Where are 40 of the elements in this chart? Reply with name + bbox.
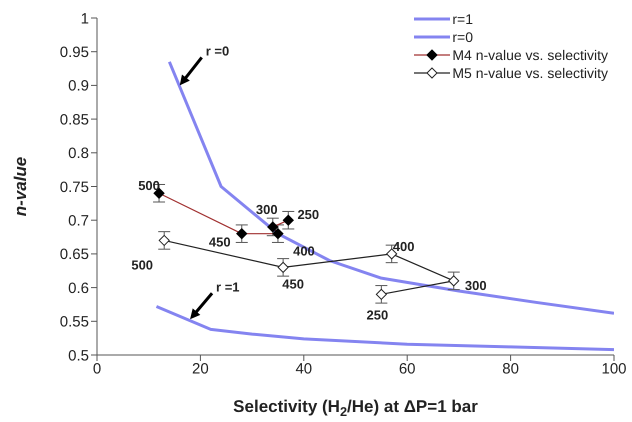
annotation: 250 xyxy=(366,307,388,322)
legend-label: r=1 xyxy=(452,10,474,28)
annotation: 450 xyxy=(282,276,304,292)
x-tick-label: 100 xyxy=(601,360,627,378)
y-tick-label: 0.55 xyxy=(60,314,89,331)
y-tick-label: 0.5 xyxy=(68,347,89,364)
annotation: r =0 xyxy=(206,43,230,58)
x-tick-label: 20 xyxy=(192,360,209,378)
y-tick-label: 0.85 xyxy=(60,111,89,128)
y-tick-label: 0.7 xyxy=(68,212,89,230)
y-tick-label: 0.6 xyxy=(68,280,89,297)
x-tick-label: 40 xyxy=(295,360,312,378)
annotation: 450 xyxy=(208,234,231,250)
y-tick-label: 0.75 xyxy=(60,178,89,196)
x-tick-label: 0 xyxy=(92,360,102,378)
annotation: 500 xyxy=(131,257,154,272)
legend-label: M4 n-value vs. selectivity xyxy=(452,46,608,64)
y-tick-label: 1 xyxy=(80,10,89,28)
annotation: 400 xyxy=(293,244,315,259)
point xyxy=(278,262,289,273)
annotation: 250 xyxy=(297,207,320,222)
annotation: r =1 xyxy=(216,279,240,294)
line-series xyxy=(154,304,614,352)
legend-label: M5 n-value vs. selectivity xyxy=(452,64,608,82)
y-axis-title: n-value xyxy=(11,156,30,216)
point xyxy=(376,288,387,300)
y-tick-label: 0.95 xyxy=(60,44,89,62)
annotation: 300 xyxy=(256,202,278,217)
x-tick-label: 80 xyxy=(502,360,519,378)
x-tick-label: 60 xyxy=(398,360,416,378)
annotation: 400 xyxy=(392,238,415,254)
y-tick-label: 0.65 xyxy=(60,246,89,264)
point xyxy=(158,234,170,246)
annotation: 500 xyxy=(138,178,160,194)
legend-label: r=0 xyxy=(452,28,474,46)
y-tick-label: 0.8 xyxy=(68,145,89,162)
x-axis-title: Selectivity (H$_{2}$/He) at ΔP=1 bar xyxy=(233,397,478,419)
annotation: 300 xyxy=(464,278,487,293)
y-tick-label: 0.9 xyxy=(68,78,89,95)
point xyxy=(448,275,460,286)
